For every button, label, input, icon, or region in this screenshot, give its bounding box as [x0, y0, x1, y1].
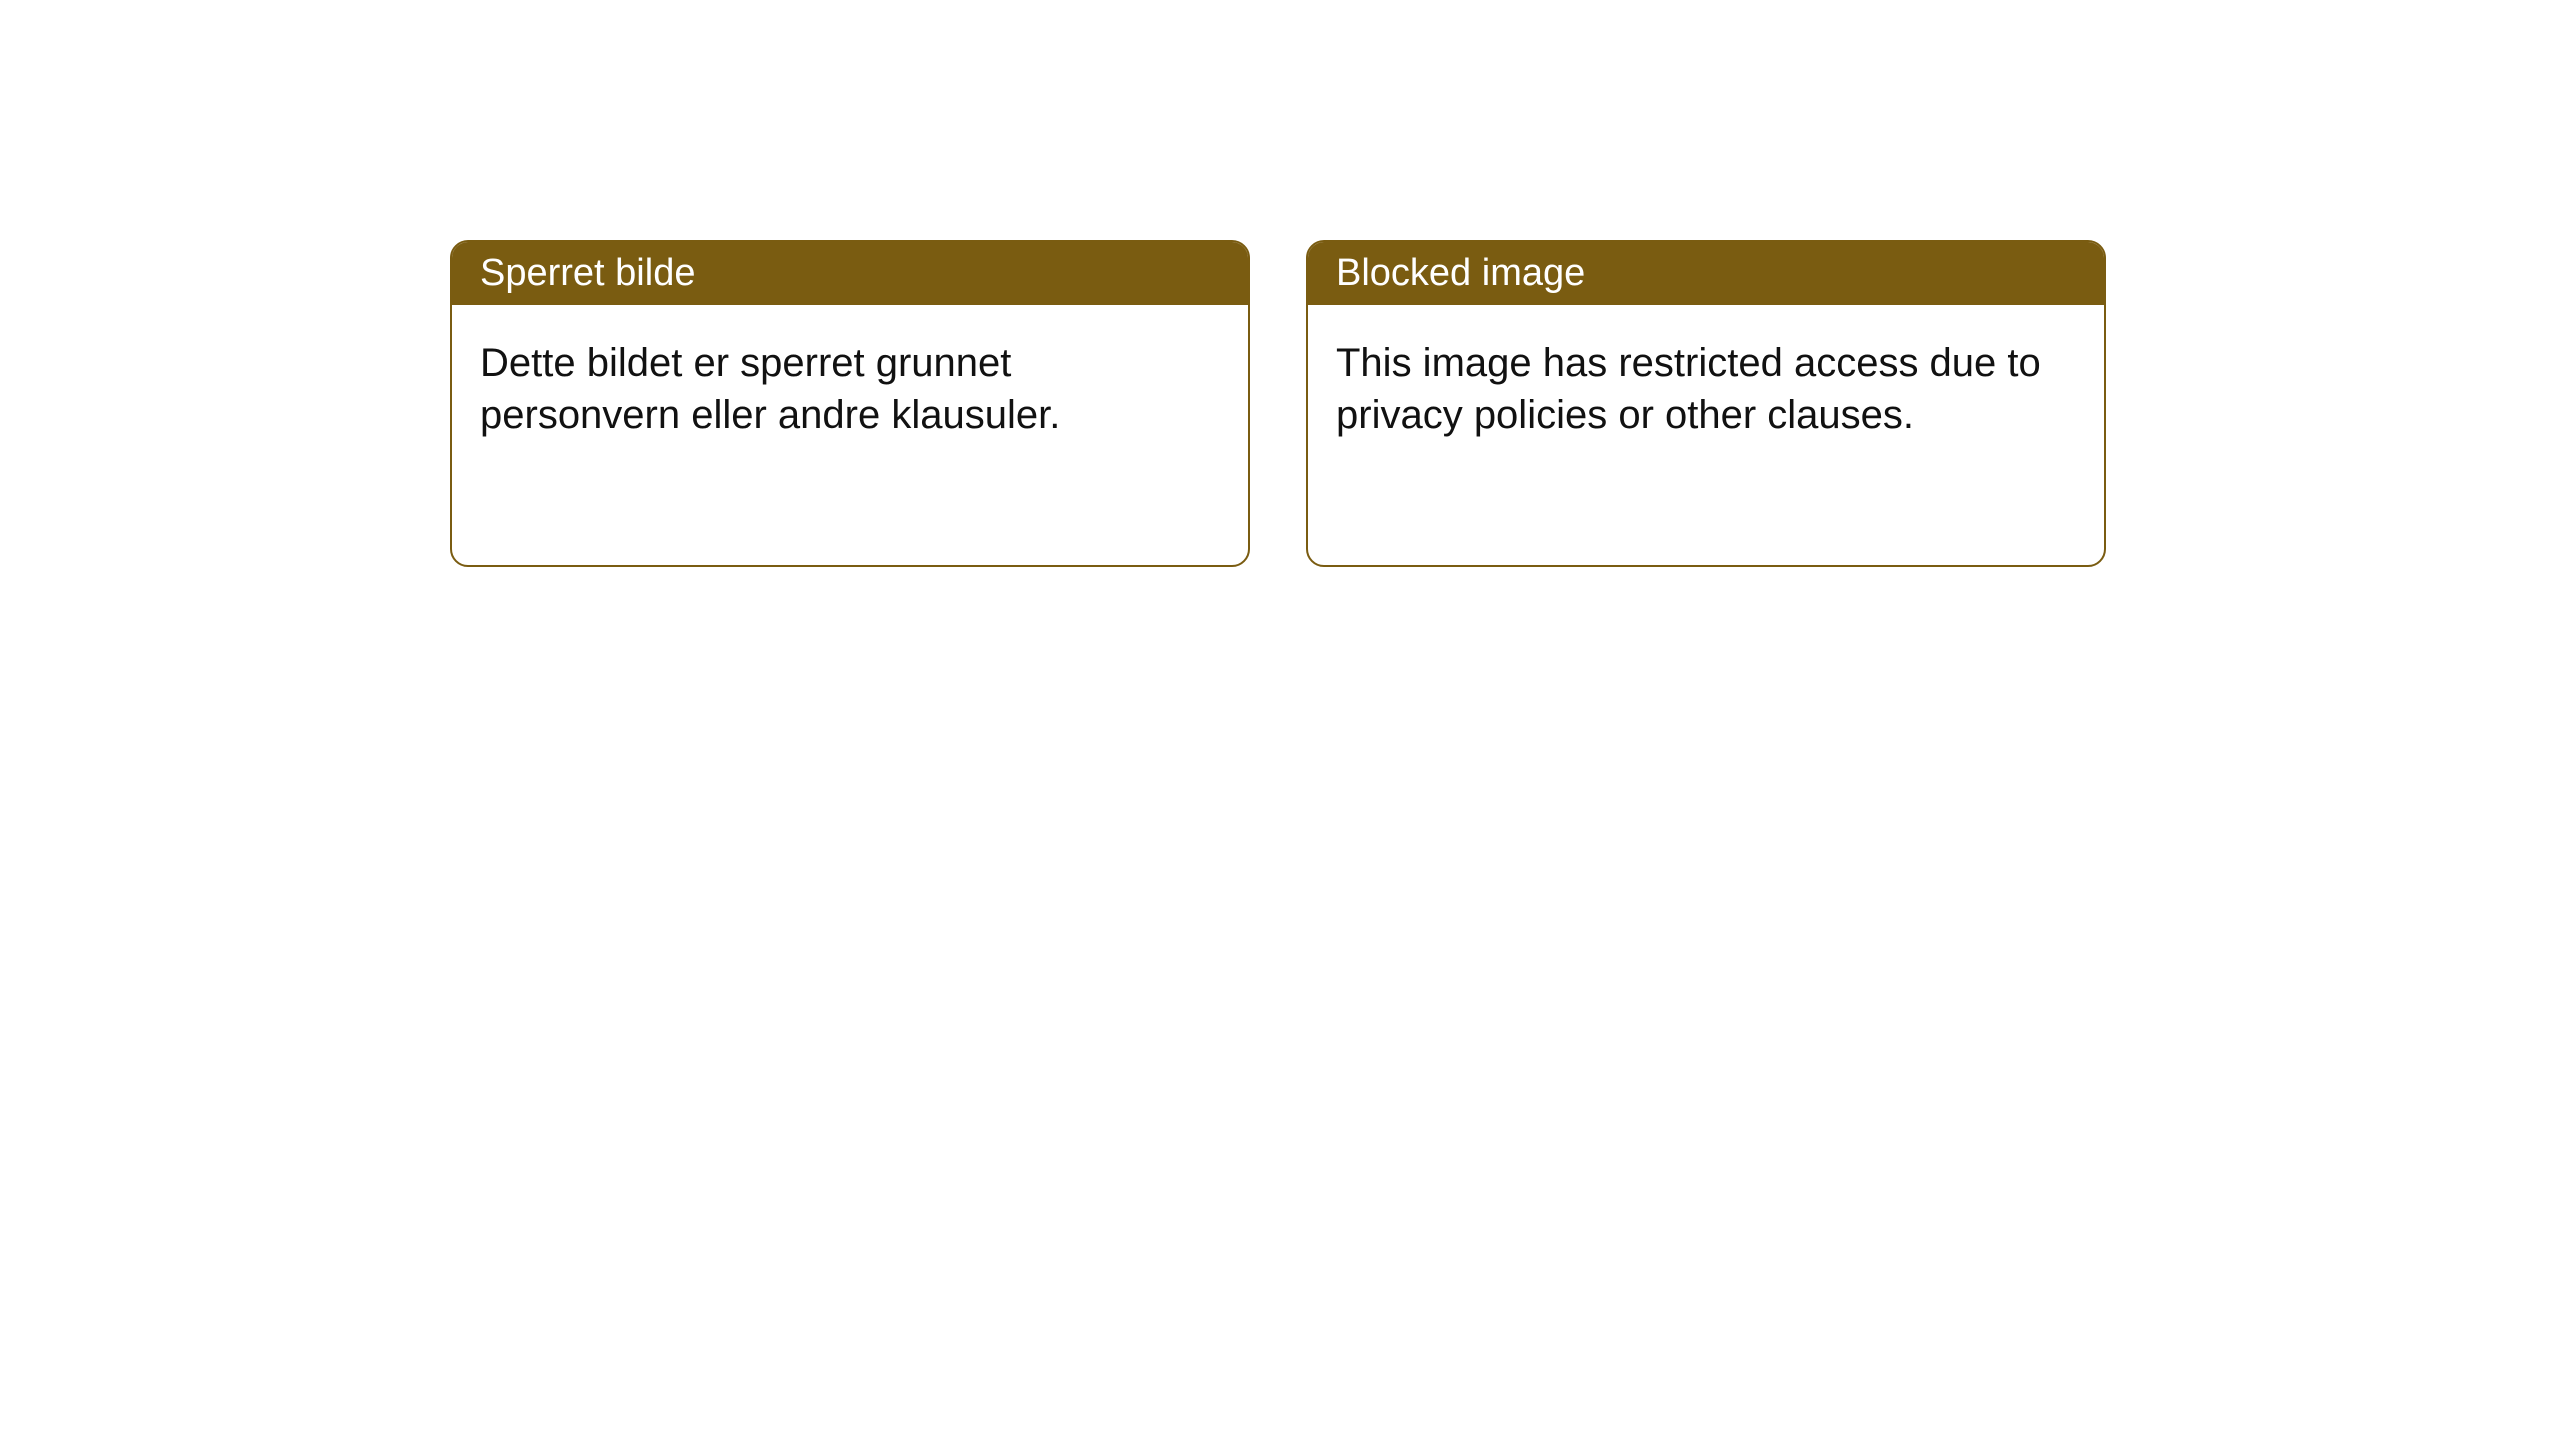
notice-card-title-no: Sperret bilde	[452, 242, 1248, 305]
notice-card-no: Sperret bilde Dette bildet er sperret gr…	[450, 240, 1250, 567]
notice-card-title-en: Blocked image	[1308, 242, 2104, 305]
notice-card-en: Blocked image This image has restricted …	[1306, 240, 2106, 567]
notice-cards-container: Sperret bilde Dette bildet er sperret gr…	[0, 0, 2560, 567]
notice-card-body-no: Dette bildet er sperret grunnet personve…	[452, 305, 1248, 565]
notice-card-body-en: This image has restricted access due to …	[1308, 305, 2104, 565]
